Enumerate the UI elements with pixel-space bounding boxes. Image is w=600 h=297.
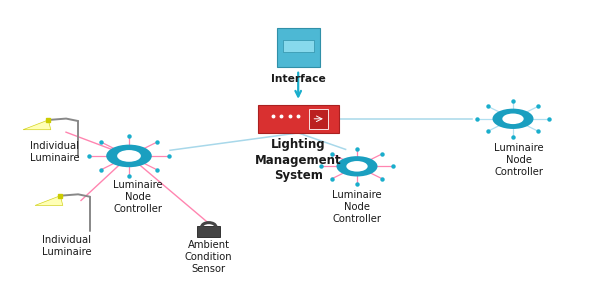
FancyBboxPatch shape [277,28,320,67]
FancyBboxPatch shape [283,40,314,52]
Polygon shape [35,196,63,206]
Text: Individual
Luminaire: Individual Luminaire [42,235,92,257]
Text: Individual
Luminaire: Individual Luminaire [30,141,80,163]
FancyBboxPatch shape [197,226,220,237]
Text: Luminaire
Node
Controller: Luminaire Node Controller [113,180,163,214]
FancyBboxPatch shape [309,109,328,129]
Text: Interface: Interface [271,74,326,84]
Circle shape [346,161,368,172]
Circle shape [493,109,533,129]
Circle shape [106,145,152,167]
Circle shape [502,113,524,124]
Polygon shape [23,120,51,130]
Text: Ambient
Condition
Sensor: Ambient Condition Sensor [185,240,233,274]
Circle shape [117,150,141,162]
Circle shape [337,156,377,176]
Text: Luminaire
Node
Controller: Luminaire Node Controller [332,190,382,224]
Text: Luminaire
Node
Controller: Luminaire Node Controller [494,143,544,177]
Text: Lighting
Management
System: Lighting Management System [255,138,341,182]
FancyBboxPatch shape [258,105,338,133]
